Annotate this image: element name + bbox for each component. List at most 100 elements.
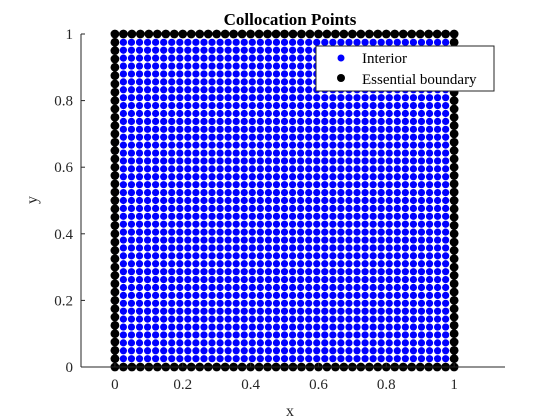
interior-point <box>184 196 192 205</box>
interior-point <box>264 331 273 339</box>
interior-point <box>313 307 321 315</box>
boundary-point <box>449 296 459 305</box>
interior-point <box>127 268 136 276</box>
interior-point <box>369 331 377 339</box>
interior-point <box>216 125 224 133</box>
interior-point <box>240 228 248 236</box>
interior-point <box>264 236 273 244</box>
boundary-point <box>237 29 247 39</box>
interior-point <box>433 188 442 197</box>
interior-point <box>305 141 313 149</box>
boundary-point <box>110 254 120 264</box>
interior-point <box>353 228 361 236</box>
interior-point <box>240 117 248 126</box>
interior-point <box>184 46 192 54</box>
interior-point <box>119 54 127 62</box>
interior-point <box>160 117 168 126</box>
interior-point <box>176 46 184 54</box>
interior-point <box>353 196 361 205</box>
interior-point <box>385 268 393 276</box>
interior-point <box>345 204 353 213</box>
interior-point <box>152 181 160 189</box>
interior-point <box>417 228 426 236</box>
interior-point <box>321 125 329 133</box>
interior-point <box>345 220 353 228</box>
interior-point <box>240 268 248 276</box>
interior-point <box>345 149 353 157</box>
interior-point <box>409 228 418 236</box>
interior-point <box>232 181 240 189</box>
interior-point <box>176 299 184 307</box>
interior-point <box>280 331 289 339</box>
interior-point <box>337 94 345 102</box>
interior-point <box>401 188 409 197</box>
interior-point <box>264 307 273 315</box>
interior-point <box>168 54 176 62</box>
interior-point <box>433 260 442 268</box>
interior-point <box>160 38 168 46</box>
interior-point <box>272 94 281 102</box>
interior-point <box>216 228 224 236</box>
interior-point <box>143 149 152 157</box>
interior-point <box>433 181 442 189</box>
interior-point <box>264 339 273 347</box>
interior-point <box>345 252 353 260</box>
interior-point <box>401 125 409 133</box>
interior-point <box>361 220 369 228</box>
interior-point <box>385 291 393 299</box>
interior-point <box>168 101 176 110</box>
interior-point <box>184 228 192 236</box>
interior-point <box>288 62 297 70</box>
interior-point <box>337 244 345 252</box>
interior-point <box>240 299 248 307</box>
interior-point <box>272 228 281 236</box>
interior-point <box>240 196 248 205</box>
interior-point <box>264 188 273 197</box>
interior-point <box>248 268 256 276</box>
interior-point <box>297 165 305 173</box>
interior-point <box>337 141 345 149</box>
interior-point <box>184 299 192 307</box>
interior-point <box>143 181 152 189</box>
interior-point <box>385 149 393 157</box>
interior-point <box>288 149 297 157</box>
interior-point <box>425 173 434 181</box>
interior-point <box>442 323 450 331</box>
interior-point <box>143 252 152 260</box>
interior-point <box>337 291 345 299</box>
boundary-point <box>110 354 120 364</box>
interior-point <box>417 94 426 102</box>
boundary-point <box>169 29 179 39</box>
interior-point <box>401 331 409 339</box>
interior-point <box>232 291 240 299</box>
interior-point <box>361 173 369 181</box>
interior-point <box>353 299 361 307</box>
interior-point <box>297 117 305 126</box>
y-tick-label: 1 <box>66 27 74 43</box>
interior-point <box>152 101 160 110</box>
interior-point <box>143 157 152 165</box>
boundary-point <box>432 29 442 39</box>
interior-point <box>337 347 345 355</box>
interior-point <box>417 117 426 126</box>
interior-point <box>192 204 200 213</box>
interior-point <box>425 188 434 197</box>
x-tick-label: 0.8 <box>377 377 396 393</box>
chart-title: Collocation Points <box>224 10 357 29</box>
interior-point <box>264 244 273 252</box>
interior-point <box>264 165 273 173</box>
interior-point <box>305 220 313 228</box>
interior-point <box>192 236 200 244</box>
interior-point <box>200 173 208 181</box>
interior-point <box>353 133 361 141</box>
interior-point <box>127 244 136 252</box>
interior-point <box>168 94 176 102</box>
interior-point <box>264 125 273 133</box>
interior-point <box>168 347 176 355</box>
interior-point <box>152 86 160 94</box>
interior-point <box>135 307 144 315</box>
interior-point <box>168 70 176 78</box>
interior-point <box>152 291 160 299</box>
interior-point <box>417 268 426 276</box>
interior-point <box>297 260 305 268</box>
